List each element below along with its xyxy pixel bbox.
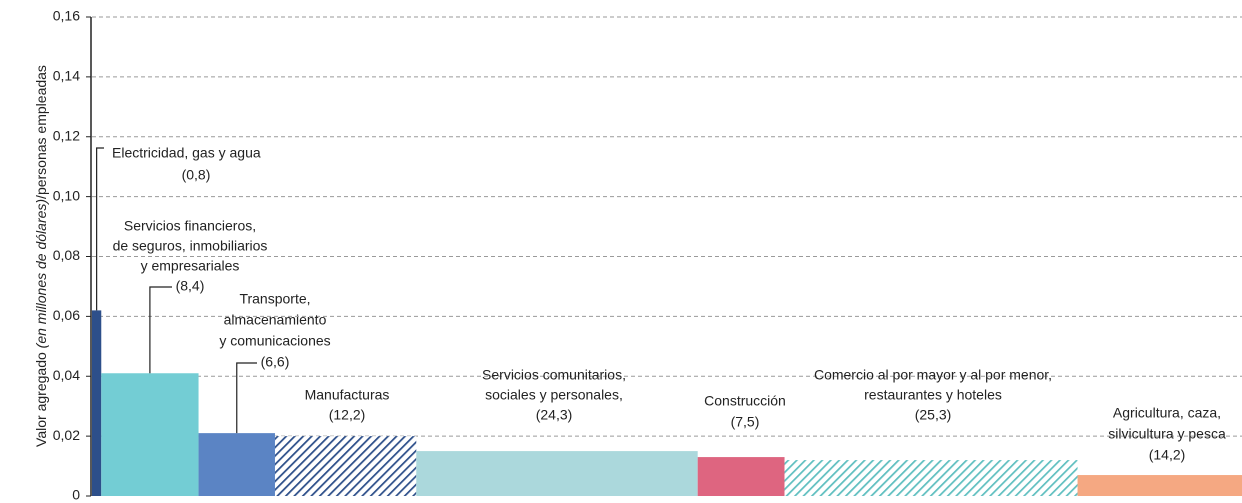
y-tick-label: 0,08: [53, 247, 80, 263]
y-label-part: Valor agregado: [33, 348, 49, 447]
category-label: Agricultura, caza,: [1113, 405, 1221, 421]
bar: [416, 451, 698, 496]
category-label: Construcción: [704, 393, 786, 409]
width-label: (0,8): [182, 167, 211, 183]
width-label: (6,6): [261, 354, 290, 370]
width-label: (14,2): [1149, 447, 1186, 463]
y-tick-label: 0: [72, 487, 80, 503]
y-tick-label: 0,04: [53, 367, 80, 383]
leader-line: [96, 147, 104, 311]
bar: [92, 310, 102, 496]
y-tick-label: 0,02: [53, 427, 80, 443]
leader-line: [149, 286, 172, 374]
bar: [697, 457, 785, 496]
leader-line: [236, 362, 257, 434]
width-label: (25,3): [915, 407, 952, 423]
y-tick-label: 0,12: [53, 127, 80, 143]
y-tick-label: 0,16: [53, 8, 80, 24]
category-label: Manufacturas: [305, 387, 390, 403]
width-label: (24,3): [536, 407, 573, 423]
width-label: (8,4): [176, 278, 205, 294]
category-label: Electricidad, gas y agua: [112, 145, 261, 161]
y-axis-label: Valor agregado (en millones de dólares)/…: [33, 65, 49, 447]
category-label: sociales y personales,: [485, 387, 623, 403]
category-label: Servicios comunitarios,: [482, 367, 626, 383]
y-label-part: /personas empleadas: [33, 65, 49, 199]
category-label: almacenamiento: [224, 312, 327, 328]
bar: [274, 436, 417, 496]
category-label: y comunicaciones: [219, 333, 330, 349]
width-label: (12,2): [329, 407, 366, 423]
width-label: (7,5): [731, 414, 760, 430]
bar: [784, 460, 1078, 496]
y-tick-label: 0,10: [53, 187, 80, 203]
y-label-part: (en millones de dólares): [33, 199, 49, 348]
category-label: y empresariales: [141, 258, 240, 274]
category-label: de seguros, inmobiliarios: [113, 238, 268, 254]
bar: [101, 373, 199, 496]
bar: [1077, 475, 1242, 496]
category-label: Servicios financieros,: [124, 218, 256, 234]
category-label: restaurantes y hoteles: [864, 387, 1002, 403]
category-label: silvicultura y pesca: [1108, 426, 1226, 442]
category-label: Comercio al por mayor y al por menor,: [814, 367, 1052, 383]
y-tick-label: 0,06: [53, 307, 80, 323]
y-tick-label: 0,14: [53, 68, 80, 84]
bar: [198, 433, 275, 496]
category-label: Transporte,: [239, 291, 310, 307]
